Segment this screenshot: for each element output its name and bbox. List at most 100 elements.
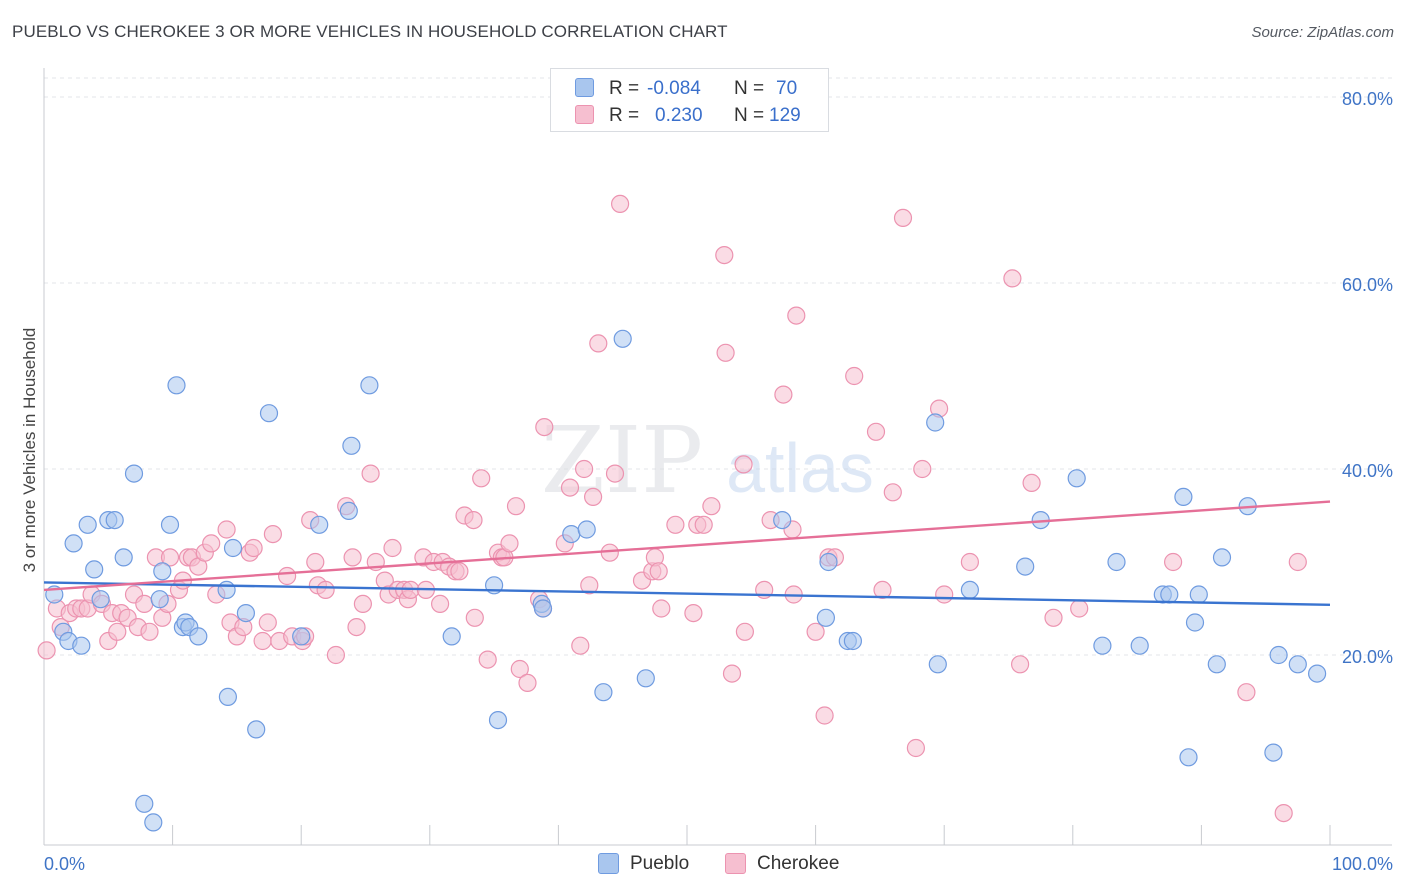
cherokee-point-121	[866, 422, 886, 441]
cherokee-point-138	[1288, 552, 1307, 572]
pueblo-point-23	[218, 687, 237, 707]
pueblo-point-27	[259, 404, 279, 423]
cherokee-swatch	[575, 105, 594, 124]
cherokee-point-131	[1010, 655, 1030, 674]
pueblo-point-68	[1288, 655, 1307, 674]
cherokee-point-136	[1237, 683, 1256, 702]
y-tick-label-40: 40.0%	[1342, 461, 1393, 481]
watermark-zip: ZIP	[541, 407, 703, 514]
pueblo-point-9	[105, 510, 124, 530]
cherokee-point-48	[326, 645, 345, 665]
cherokee-point-123	[883, 483, 902, 502]
pueblo-point-40	[594, 683, 613, 702]
tick-labels: 20.0% 40.0% 60.0% 80.0% 0.0% 100.0%	[44, 89, 1393, 874]
cherokee-point-100	[666, 515, 685, 534]
cherokee-point-35	[244, 538, 263, 558]
pueblo-point-29	[310, 515, 329, 534]
cherokee-point-81	[518, 673, 537, 693]
cherokee-r-value: 0.230	[655, 105, 703, 126]
pueblo-point-56	[1130, 636, 1149, 655]
pueblo-point-30	[339, 501, 358, 520]
pueblo-point-15	[153, 562, 172, 581]
y-tick-label-80: 80.0%	[1342, 89, 1393, 109]
pueblo-point-53	[1067, 469, 1086, 488]
pueblo-point-14	[150, 590, 169, 609]
cherokee-point-45	[306, 552, 325, 572]
cherokee-point-134	[1070, 599, 1089, 618]
pueblo-point-38	[562, 524, 581, 544]
cherokee-point-107	[722, 664, 742, 683]
cherokee-point-92	[600, 543, 619, 562]
pueblo-trend-line	[43, 581, 1331, 606]
x-tick-label-100: 100.0%	[1332, 854, 1393, 874]
cherokee-point-11	[108, 622, 127, 641]
pueblo-point-55	[1107, 552, 1126, 572]
cherokee-point-17	[140, 622, 159, 641]
pueblo-point-69	[1307, 664, 1327, 683]
cherokee-point-117	[815, 706, 834, 725]
cherokee-point-71	[464, 510, 483, 530]
cherokee-r-label: R =	[609, 105, 640, 126]
pueblo-point-60	[1179, 748, 1198, 767]
cherokee-point-38	[263, 524, 282, 544]
cherokee-point-93	[605, 464, 625, 483]
bottom-cherokee-label: Cherokee	[757, 853, 840, 874]
pueblo-point-44	[816, 608, 836, 627]
pueblo-point-45	[819, 552, 838, 572]
pueblo-point-25	[236, 603, 255, 623]
cherokee-point-80	[510, 659, 529, 679]
cherokee-point-135	[1163, 552, 1183, 572]
cherokee-point-28	[202, 534, 221, 553]
cherokee-point-137	[1274, 803, 1293, 823]
legend-row-cherokee: R = 0.230 N = 129	[551, 102, 828, 128]
pueblo-point-31	[342, 436, 361, 455]
cherokee-point-40	[278, 566, 297, 586]
cherokee-point-65	[431, 594, 450, 614]
bottom-pueblo-label: Pueblo	[630, 853, 690, 874]
cherokee-n-value: 129	[769, 105, 801, 126]
y-tick-label-20: 20.0%	[1342, 647, 1393, 667]
cherokee-point-103	[694, 515, 713, 534]
cherokee-point-30	[217, 520, 236, 539]
cherokee-point-115	[787, 306, 806, 325]
cherokee-point-0	[37, 641, 56, 660]
pueblo-point-67	[1269, 645, 1288, 665]
cherokee-point-72	[465, 608, 484, 627]
cherokee-point-128	[935, 585, 954, 604]
cherokee-point-73	[472, 469, 491, 488]
cherokee-trend-line	[43, 500, 1331, 592]
y-tick-label-60: 60.0%	[1342, 275, 1393, 295]
cherokee-point-125	[906, 738, 926, 758]
pueblo-n-label: N =	[734, 78, 765, 99]
x-tick-label-0: 0.0%	[44, 854, 85, 874]
pueblo-point-64	[1212, 548, 1232, 567]
pueblo-point-48	[926, 413, 945, 432]
cherokee-point-105	[715, 246, 734, 265]
cherokee-point-91	[589, 334, 608, 353]
pueblo-point-54	[1093, 636, 1112, 655]
cherokee-point-57	[383, 538, 402, 558]
pueblo-point-33	[442, 627, 461, 646]
pueblo-point-17	[167, 376, 186, 395]
trend-lines	[43, 500, 1331, 606]
cherokee-point-89	[580, 576, 599, 595]
pueblo-point-43	[773, 510, 792, 530]
cherokee-n-label: N =	[734, 105, 765, 126]
pueblo-r-label: R =	[609, 78, 640, 99]
cherokee-point-52	[353, 594, 372, 614]
pueblo-point-11	[124, 464, 144, 483]
cherokee-point-122	[873, 580, 892, 600]
cherokee-point-104	[702, 497, 721, 516]
cherokee-point-132	[1022, 473, 1041, 492]
pueblo-point-4	[72, 636, 91, 655]
cherokee-point-84	[535, 418, 554, 437]
pueblo-point-58	[1160, 585, 1179, 604]
cherokee-point-109	[735, 622, 755, 641]
cherokee-point-116	[806, 622, 825, 641]
cherokee-point-129	[960, 552, 980, 572]
bottom-pueblo-swatch	[598, 853, 619, 874]
cherokee-point-16	[135, 594, 154, 614]
cherokee-point-90	[583, 487, 603, 506]
pueblo-point-47	[843, 631, 863, 651]
pueblo-point-62	[1189, 585, 1208, 604]
